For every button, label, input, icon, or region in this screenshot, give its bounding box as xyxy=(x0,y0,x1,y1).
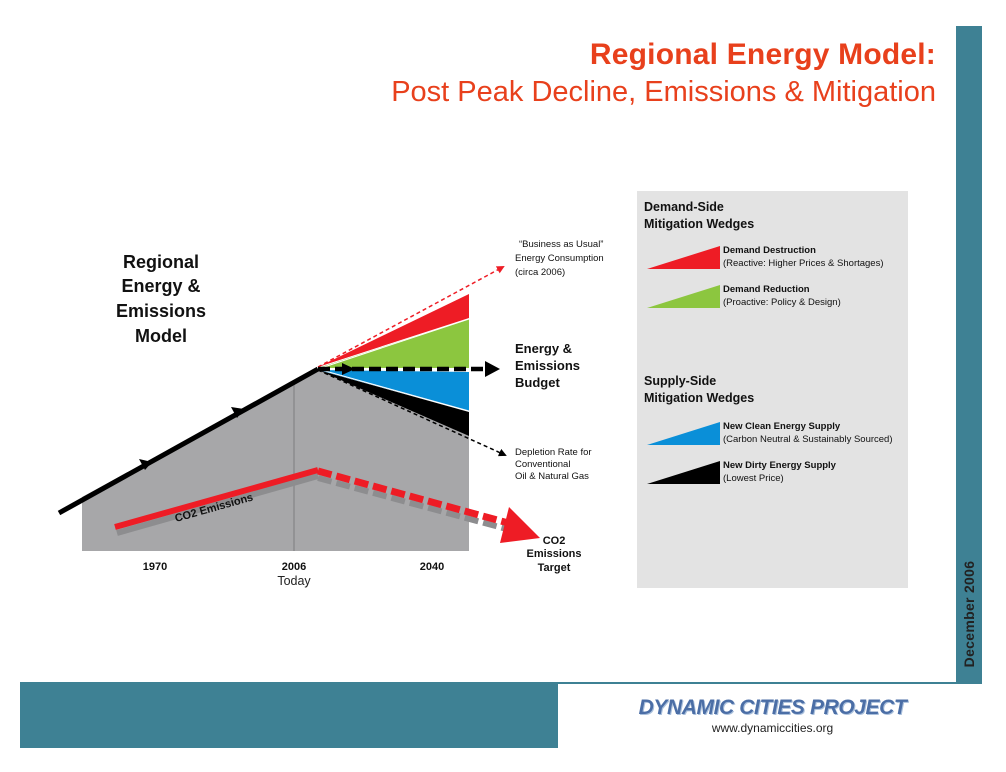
footer-accent-bar xyxy=(20,682,558,748)
co2-target-arrowhead xyxy=(500,507,540,543)
diagram-heading-2: Energy & xyxy=(121,276,200,296)
black-wedge-swatch xyxy=(647,461,720,484)
footer-rule xyxy=(558,682,982,684)
title-line-1: Regional Energy Model: xyxy=(589,38,936,71)
depletion-label-2: Conventional xyxy=(515,459,570,470)
wedge-divider xyxy=(317,318,470,370)
budget-label-1: Energy & xyxy=(515,341,572,356)
green-wedge-swatch xyxy=(647,285,720,308)
trend-arrowhead xyxy=(342,363,355,375)
legend-item-clean-supply: New Clean Energy Supply (Carbon Neutral … xyxy=(637,421,908,461)
legend-item-title: Demand Destruction xyxy=(723,245,816,256)
legend-item-title: New Clean Energy Supply xyxy=(723,421,841,432)
legend-item-title: New Dirty Energy Supply xyxy=(723,460,836,471)
wedge-dirty-supply xyxy=(318,370,469,436)
supply-heading-line-2: Mitigation Wedges xyxy=(644,391,755,405)
trend-arrowhead xyxy=(231,407,244,418)
bau-arrow xyxy=(317,266,505,368)
legend-item-demand-reduction: Demand Reduction (Proactive: Policy & De… xyxy=(637,284,908,324)
supply-heading-line-1: Supply-Side xyxy=(644,374,717,388)
energy-trend-line xyxy=(57,366,320,516)
depletion-arrow xyxy=(317,369,507,457)
diagram-heading-4: Model xyxy=(135,326,187,346)
red-wedge-swatch xyxy=(647,246,720,269)
legend-item-subtitle: (Proactive: Policy & Design) xyxy=(723,297,841,308)
demand-heading-line-2: Mitigation Wedges xyxy=(644,217,755,231)
legend-item-subtitle: (Reactive: Higher Prices & Shortages) xyxy=(723,258,884,269)
legend-item-title: Demand Reduction xyxy=(723,284,810,295)
co2-shadow xyxy=(116,473,319,536)
depletion-label-1: Depletion Rate for xyxy=(515,447,592,458)
legend-item-subtitle: (Carbon Neutral & Sustainably Sourced) xyxy=(723,434,893,445)
budget-arrowhead xyxy=(485,361,500,377)
legend-item-demand-destruction: Demand Destruction (Reactive: Higher Pri… xyxy=(637,245,908,285)
title-line-2: Post Peak Decline, Emissions & Mitigatio… xyxy=(391,76,936,108)
diagram-heading-3: Emissions xyxy=(116,301,206,321)
diagram-heading-1: Regional xyxy=(123,252,199,272)
co2-dashed-line xyxy=(317,467,513,528)
target-label-1: CO2 xyxy=(543,535,566,547)
co2-dashed-shadow xyxy=(317,475,515,534)
org-url[interactable]: www.dynamiccities.org xyxy=(711,721,834,735)
x-label-1970: 1970 xyxy=(143,561,167,573)
x-label-2040: 2040 xyxy=(420,561,444,573)
co2-line xyxy=(114,467,319,530)
today-label: Today xyxy=(277,574,311,588)
target-label-2: Emissions xyxy=(526,548,581,560)
supply-heading: Supply-Side Mitigation Wedges xyxy=(644,373,754,407)
side-accent-bar xyxy=(956,26,982,682)
budget-label-2: Emissions xyxy=(515,358,580,373)
wedge-demand-destruction xyxy=(318,294,469,367)
wedge-divider xyxy=(317,368,470,412)
legend-item-subtitle: (Lowest Price) xyxy=(723,473,784,484)
x-label-2006: 2006 xyxy=(282,561,306,573)
demand-heading-line-1: Demand-Side xyxy=(644,200,724,214)
energy-area xyxy=(82,369,469,551)
page-title: Regional Energy Model: Post Peak Decline… xyxy=(391,38,936,112)
depletion-label-3: Oil & Natural Gas xyxy=(515,471,589,482)
target-label-3: Target xyxy=(538,562,571,574)
bau-label-3: (circa 2006) xyxy=(515,267,565,278)
trend-arrowhead xyxy=(139,459,152,470)
org-name: DYNAMIC CITIES PROJECT xyxy=(638,696,907,719)
legend-panel: Demand-Side Mitigation Wedges Demand Des… xyxy=(637,191,908,588)
legend-item-dirty-supply: New Dirty Energy Supply (Lowest Price) xyxy=(637,460,908,500)
budget-label-3: Budget xyxy=(515,375,560,390)
blue-wedge-swatch xyxy=(647,422,720,445)
bau-label-2: Energy Consumption xyxy=(515,253,604,264)
org-logo: DYNAMIC CITIES PROJECT www.dynamiccities… xyxy=(600,696,945,735)
demand-heading: Demand-Side Mitigation Wedges xyxy=(644,199,754,233)
bau-label-1: “Business as Usual” xyxy=(519,239,603,250)
